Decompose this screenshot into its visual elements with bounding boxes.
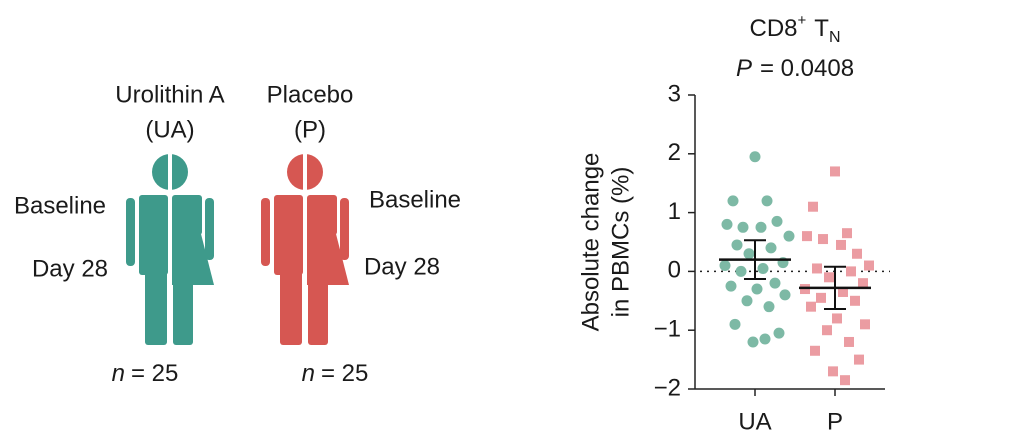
data-point [749, 151, 761, 163]
group-abbr: (UA) [145, 116, 194, 143]
data-point [751, 283, 763, 295]
plot: 3 2 1 0 −1 −2 UA P [654, 80, 890, 435]
title-sup: + [798, 12, 807, 29]
data-point [838, 286, 848, 297]
data-point [860, 319, 870, 330]
y-tick-label: 3 [668, 80, 681, 107]
time-label: Day 28 [32, 255, 108, 282]
chart-subtitle: P = 0.0408 [736, 55, 854, 82]
time-label: Baseline [369, 186, 461, 213]
n-label: n = 25 [302, 360, 369, 387]
group-abbr: (P) [294, 116, 326, 143]
data-point [852, 248, 862, 259]
data-point [729, 318, 741, 330]
data-point [747, 336, 759, 348]
y-tick-label: −2 [654, 374, 681, 401]
data-point [828, 366, 838, 377]
y-axis-label: in PBMCs (%) [607, 167, 634, 318]
data-point [818, 234, 828, 245]
data-point [812, 263, 822, 274]
data-point [719, 260, 731, 272]
time-label: Baseline [14, 192, 106, 219]
group-name: Placebo [267, 81, 354, 108]
data-point [844, 336, 854, 347]
data-point [850, 295, 860, 306]
title-part: CD8 [749, 15, 797, 42]
data-point [783, 230, 795, 242]
data-point [808, 201, 818, 212]
data-point [806, 301, 816, 312]
data-point [802, 231, 812, 242]
data-point [779, 289, 791, 301]
diagram: Urolithin A (UA) Placebo (P) Baseline Da… [14, 81, 461, 387]
data-point [743, 248, 755, 260]
data-point [765, 242, 777, 254]
time-label: Day 28 [364, 253, 440, 280]
title-part: T [814, 15, 829, 42]
data-point [727, 195, 739, 207]
data-point [840, 375, 850, 386]
person-icon [261, 150, 349, 350]
y-tick-label: 0 [668, 257, 681, 284]
p-value: = 0.0408 [760, 55, 854, 82]
data-point [731, 239, 743, 251]
data-point [846, 266, 856, 277]
data-point [735, 265, 747, 277]
n-symbol: n [112, 360, 125, 387]
data-point [822, 325, 832, 336]
data-point [741, 295, 753, 307]
data-point [858, 278, 868, 289]
data-point [769, 277, 781, 289]
data-point [757, 262, 769, 274]
data-point [771, 215, 783, 227]
y-tick-label: 1 [668, 198, 681, 225]
n-value: = 25 [131, 360, 178, 387]
data-point [836, 239, 846, 250]
chart-title: CD8+ TN [749, 12, 840, 46]
data-point [755, 221, 767, 233]
data-point [810, 345, 820, 356]
x-tick-label: P [827, 408, 843, 435]
n-symbol: n [302, 360, 315, 387]
group-name: Urolithin A [115, 81, 224, 108]
data-point [773, 327, 785, 339]
x-tick-label: UA [738, 408, 771, 435]
data-point [824, 272, 834, 283]
data-point [830, 166, 840, 177]
data-point [854, 354, 864, 365]
p-symbol: P [736, 55, 752, 82]
data-point [759, 333, 771, 345]
data-point [737, 221, 749, 233]
data-point [721, 218, 733, 230]
data-point [816, 292, 826, 303]
data-point [763, 301, 775, 313]
y-axis-label: Absolute change [577, 153, 604, 332]
n-label: n = 25 [112, 360, 179, 387]
title-sub: N [829, 29, 841, 46]
data-point [761, 195, 773, 207]
y-tick-label: 2 [668, 139, 681, 166]
n-value: = 25 [321, 360, 368, 387]
data-point [842, 228, 852, 239]
person-icon [126, 150, 214, 350]
data-point [832, 313, 842, 324]
y-tick-label: −1 [654, 316, 681, 343]
data-point [864, 260, 874, 271]
data-point [725, 280, 737, 292]
